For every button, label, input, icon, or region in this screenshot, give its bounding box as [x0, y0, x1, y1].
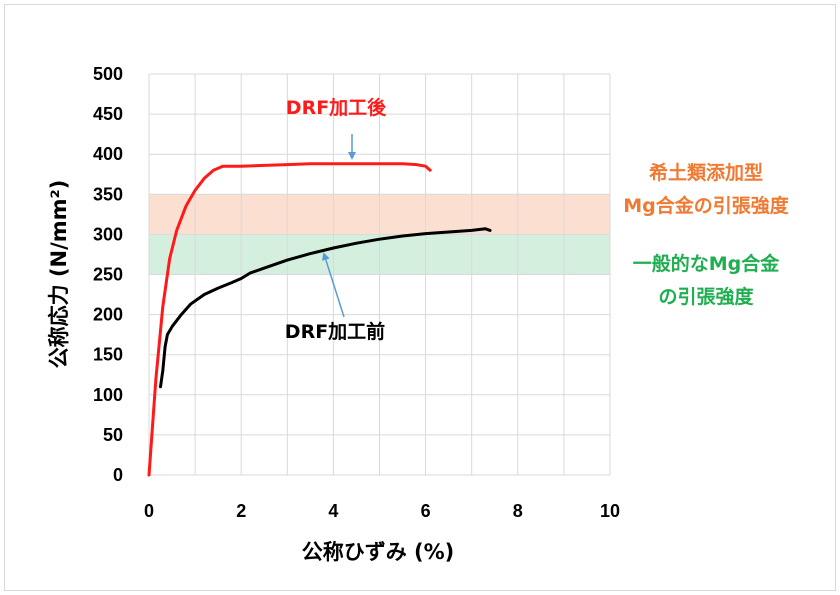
y-tick-label: 50	[103, 425, 123, 445]
arrow-before-drf	[322, 252, 345, 318]
y-tick-label: 300	[93, 224, 123, 244]
x-axis-label: 公称ひずみ (%)	[302, 540, 455, 564]
band-rare-earth-label-line-1: 希土類添加型	[649, 161, 763, 184]
y-tick-label: 200	[93, 305, 123, 325]
x-tick-label: 0	[144, 501, 154, 521]
x-tick-label: 10	[600, 501, 620, 521]
band-rare-earth-label-line-2: Mg合金の引張強度	[623, 194, 790, 217]
y-axis-label: 公称応力 (N/mm²)	[47, 180, 71, 369]
chart-frame	[4, 4, 836, 591]
annotation-after-drf: DRF加工後	[286, 96, 387, 119]
x-tick-label: 6	[421, 501, 431, 521]
series-layer	[147, 162, 492, 477]
grid-layer	[148, 73, 611, 476]
x-tick-label: 8	[513, 501, 523, 521]
band-general-label-line-1: 一般的なMg合金	[633, 252, 781, 275]
y-tick-label: 250	[93, 265, 123, 285]
y-tick-label: 150	[93, 345, 123, 365]
y-tick-label: 400	[93, 144, 123, 164]
tick-layer: 0 50 100 150 200 250 300 350 400 450 500 0 2 4 6 8 10	[93, 64, 620, 521]
x-tick-label: 4	[328, 501, 338, 521]
series-line-1	[159, 227, 492, 389]
y-tick-label: 0	[113, 465, 123, 485]
x-tick-label: 2	[236, 501, 246, 521]
y-tick-label: 450	[93, 104, 123, 124]
band-general-label-line-2: の引張強度	[658, 285, 754, 308]
annotation-before-drf: DRF加工前	[285, 320, 385, 343]
y-tick-label: 500	[93, 64, 123, 84]
y-tick-label: 100	[93, 385, 123, 405]
series-line-0	[147, 162, 432, 477]
y-tick-label: 350	[93, 184, 123, 204]
